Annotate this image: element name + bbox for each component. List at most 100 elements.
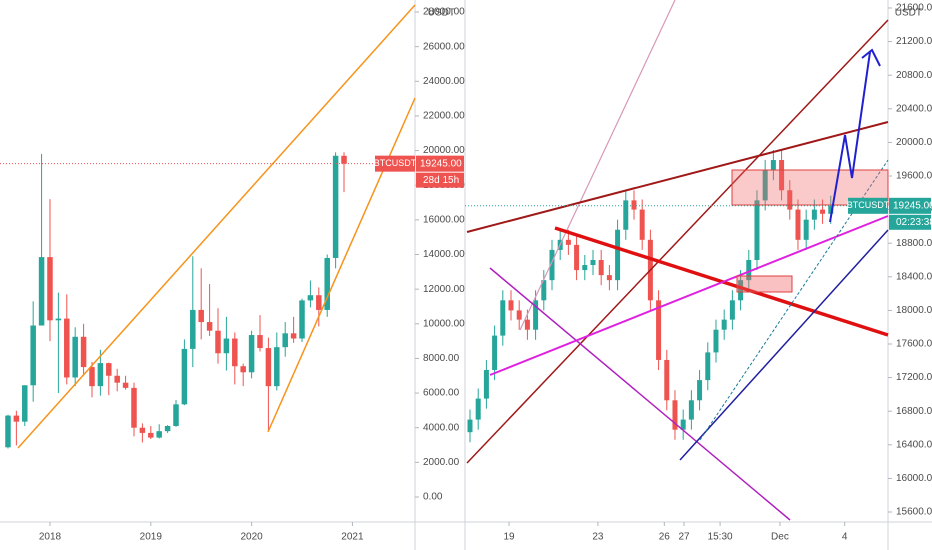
candle-body xyxy=(680,419,686,430)
candle-body xyxy=(290,333,297,339)
x-tick-label: 2020 xyxy=(240,532,263,543)
candle-body xyxy=(828,205,834,214)
y-tick-label: 2000.00 xyxy=(423,457,460,468)
forecast-arrow xyxy=(829,51,871,223)
trend-line xyxy=(267,97,416,433)
candle-body xyxy=(341,155,347,164)
candle-body xyxy=(164,425,171,432)
candle-body xyxy=(811,209,817,220)
candle-body xyxy=(713,329,719,353)
countdown-label: 02:23:38 xyxy=(896,217,932,228)
symbol-tag xyxy=(848,197,888,214)
candle-body xyxy=(299,300,305,339)
candle-body xyxy=(47,257,53,321)
y-tick-label: 26000.00 xyxy=(423,41,465,52)
x-tick-label: 26 xyxy=(659,532,671,543)
symbol-tag xyxy=(375,155,415,172)
trend-line xyxy=(17,4,416,449)
arrow-head xyxy=(861,48,881,67)
candle-body xyxy=(631,200,637,210)
candle-body xyxy=(106,363,112,376)
y-tick-label: 16000.00 xyxy=(896,473,932,484)
candle-body xyxy=(508,300,514,311)
last-price-label: 19245.00 xyxy=(420,158,462,169)
y-tick-label: 0.00 xyxy=(423,492,443,503)
y-tick-label: 16800.00 xyxy=(896,406,932,417)
candle-body xyxy=(5,415,11,448)
candle-body xyxy=(89,367,95,387)
symbol-label: BTCUSDT xyxy=(374,158,417,168)
candle-body xyxy=(190,309,196,349)
candle-body xyxy=(223,338,230,354)
x-tick-label: 19 xyxy=(503,532,515,543)
candle-body xyxy=(779,160,785,191)
candle-body xyxy=(762,170,768,201)
candle-body xyxy=(500,300,506,336)
candle-body xyxy=(324,257,330,310)
candle-body xyxy=(64,318,70,378)
y-tick-label: 4000.00 xyxy=(423,422,460,433)
x-tick-label: 27 xyxy=(678,532,690,543)
y-tick-label: 19600.00 xyxy=(896,171,932,182)
candle-body xyxy=(590,259,596,266)
candle-body xyxy=(248,335,255,373)
candle-body xyxy=(72,336,78,378)
last-price-label: 19245.00 xyxy=(893,200,932,211)
candle-body xyxy=(770,160,776,171)
y-tick-label: 21600.00 xyxy=(896,3,932,14)
y-tick-label: 16400.00 xyxy=(896,439,932,450)
candle-body xyxy=(139,427,146,433)
candle-body xyxy=(198,309,204,323)
trend-line xyxy=(519,0,676,331)
x-tick-label: 15:30 xyxy=(708,532,733,543)
candle-body xyxy=(156,431,162,438)
candle-body xyxy=(173,404,179,426)
candle-body xyxy=(97,363,104,387)
candle-body xyxy=(803,219,809,240)
x-tick-label: 2019 xyxy=(140,532,163,543)
candle-body xyxy=(215,330,221,354)
candle-body xyxy=(705,352,711,381)
trend-line xyxy=(489,215,889,376)
candle-body xyxy=(688,400,694,420)
candle-body xyxy=(240,366,246,373)
price-tag: BTCUSDT 19245.00 28d 15h xyxy=(374,155,464,188)
candle-body xyxy=(332,155,339,258)
zone-box xyxy=(736,275,793,293)
y-tick-label: 14000.00 xyxy=(423,249,465,260)
candle-body xyxy=(80,336,87,368)
y-tick-label: 6000.00 xyxy=(423,388,460,399)
trend-line xyxy=(489,267,791,521)
candle-body xyxy=(623,200,629,230)
candle-body xyxy=(122,382,129,388)
drawings xyxy=(17,0,889,521)
candle-body xyxy=(475,398,481,420)
x-tick-label: 2021 xyxy=(341,532,364,543)
unit-label: USDT xyxy=(895,8,922,19)
y-tick-label: 10000.00 xyxy=(423,318,465,329)
candle-body xyxy=(307,295,314,301)
candle-body xyxy=(232,338,238,367)
candle-body xyxy=(738,280,744,301)
candle-body xyxy=(55,318,62,321)
y-tick-label: 20000.00 xyxy=(423,145,465,156)
candle-body xyxy=(282,333,288,348)
candle-body xyxy=(265,348,272,387)
candle-body xyxy=(206,322,213,331)
candle-body xyxy=(533,300,539,330)
candle-body xyxy=(729,300,735,320)
candle-body xyxy=(606,275,612,281)
candle-body xyxy=(574,244,580,271)
candle-body xyxy=(492,335,498,371)
candle-body xyxy=(664,359,670,401)
y-tick-label: 28000.00 xyxy=(423,7,465,18)
candle-body xyxy=(549,249,555,281)
y-tick-label: 15600.00 xyxy=(896,507,932,518)
price-tag-box xyxy=(889,197,931,214)
candle-body xyxy=(257,335,263,349)
y-tick-label: 16000.00 xyxy=(423,215,465,226)
candle-body xyxy=(820,209,826,214)
y-tick-label: 20400.00 xyxy=(896,103,932,114)
y-tick-label: 18800.00 xyxy=(896,238,932,249)
